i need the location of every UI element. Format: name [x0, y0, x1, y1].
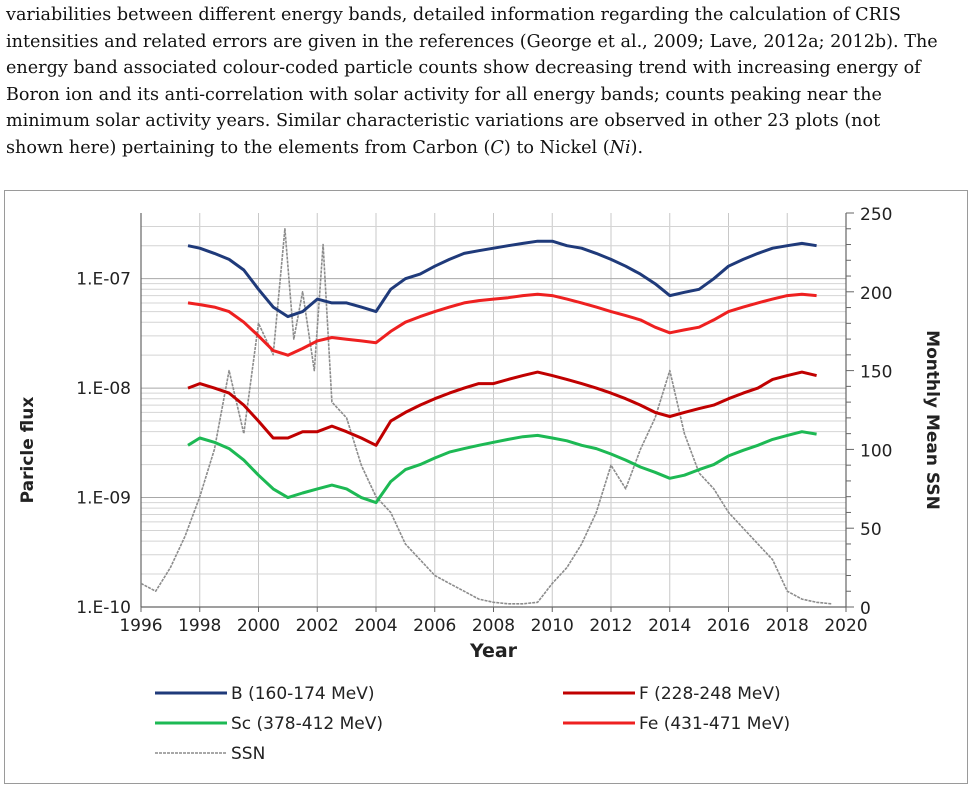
y-tick-label-right: 100 — [860, 441, 892, 461]
x-tick-label: 2014 — [648, 616, 691, 636]
y-tick-label-right: 50 — [860, 520, 882, 540]
legend: B (160-174 MeV) F (228-248 MeV) Sc (378-41… — [155, 684, 790, 764]
x-tick-label: 2010 — [531, 616, 574, 636]
series-line-ssn — [140, 227, 832, 605]
element-symbol-carbon: C — [490, 137, 504, 158]
paragraph-text: shown here) pertaining to the elements f… — [6, 137, 491, 158]
x-tick-label: 2018 — [766, 616, 809, 636]
axis-layer — [140, 212, 854, 612]
y-tick-label-left: 1.E-07 — [76, 270, 131, 290]
series-line-f — [187, 370, 817, 447]
y-axis-label-left: Paricle flux — [18, 397, 38, 504]
legend-label: Sc (378-412 MeV) — [231, 714, 383, 734]
paragraph-text: ) to Nickel ( — [503, 137, 610, 158]
x-tick-label: 2002 — [296, 616, 339, 636]
series-layer — [140, 227, 832, 605]
y-tick-label-right: 250 — [860, 205, 892, 225]
series-line-b — [187, 239, 817, 319]
legend-label: SSN — [231, 744, 265, 764]
particle-flux-chart: 1996 1998 2000 2002 2004 2006 2008 2010 2012 2014… — [18, 205, 942, 764]
y-axis-label-right: Monthly Mean SSN — [922, 330, 942, 510]
y-tick-label-left: 1.E-08 — [76, 379, 131, 399]
series-line-fe — [187, 292, 817, 357]
y-tick-label-left: 1.E-10 — [76, 598, 131, 618]
x-axis-label: Year — [469, 640, 518, 662]
paragraph-line: Boron ion and its anti-correlation with … — [6, 84, 882, 105]
series-line-sc — [187, 430, 817, 505]
tick-label-layer: 1996 1998 2000 2002 2004 2006 2008 2010 2012 2014… — [76, 205, 892, 636]
x-tick-label: 2016 — [707, 616, 750, 636]
x-tick-label: 2008 — [472, 616, 515, 636]
element-symbol-nickel: Ni — [609, 137, 631, 158]
y-tick-label-right: 150 — [860, 363, 892, 383]
paragraph-line: minimum solar activity years. Similar ch… — [6, 111, 881, 131]
x-tick-label: 1998 — [178, 616, 221, 636]
figure-frame: 1996 1998 2000 2002 2004 2006 2008 2010 2012 2014… — [4, 190, 968, 784]
y-tick-label-left: 1.E-09 — [76, 489, 131, 509]
paragraph-text: ). — [630, 137, 644, 158]
paragraph-line: shown here) pertaining to the elements f… — [6, 135, 968, 162]
paragraph-line: energy band associated colour-coded part… — [6, 58, 921, 78]
y-tick-label-right: 200 — [860, 284, 892, 304]
x-tick-label: 2004 — [354, 616, 397, 636]
body-paragraph: variabilities between different energy b… — [6, 2, 968, 161]
legend-label: Fe (431-471 MeV) — [639, 714, 790, 734]
x-tick-label: 1996 — [119, 616, 162, 636]
legend-label: F (228-248 MeV) — [639, 684, 781, 704]
paragraph-line: variabilities between different energy b… — [6, 5, 901, 25]
x-tick-label: 2020 — [824, 616, 867, 636]
y-tick-label-right: 0 — [860, 599, 871, 619]
x-tick-label: 2000 — [237, 616, 280, 636]
x-tick-label: 2012 — [589, 616, 632, 636]
paragraph-line: intensities and related errors are given… — [6, 31, 938, 52]
x-tick-label: 2006 — [413, 616, 456, 636]
grid-layer — [140, 213, 847, 608]
legend-label: B (160-174 MeV) — [231, 684, 375, 704]
